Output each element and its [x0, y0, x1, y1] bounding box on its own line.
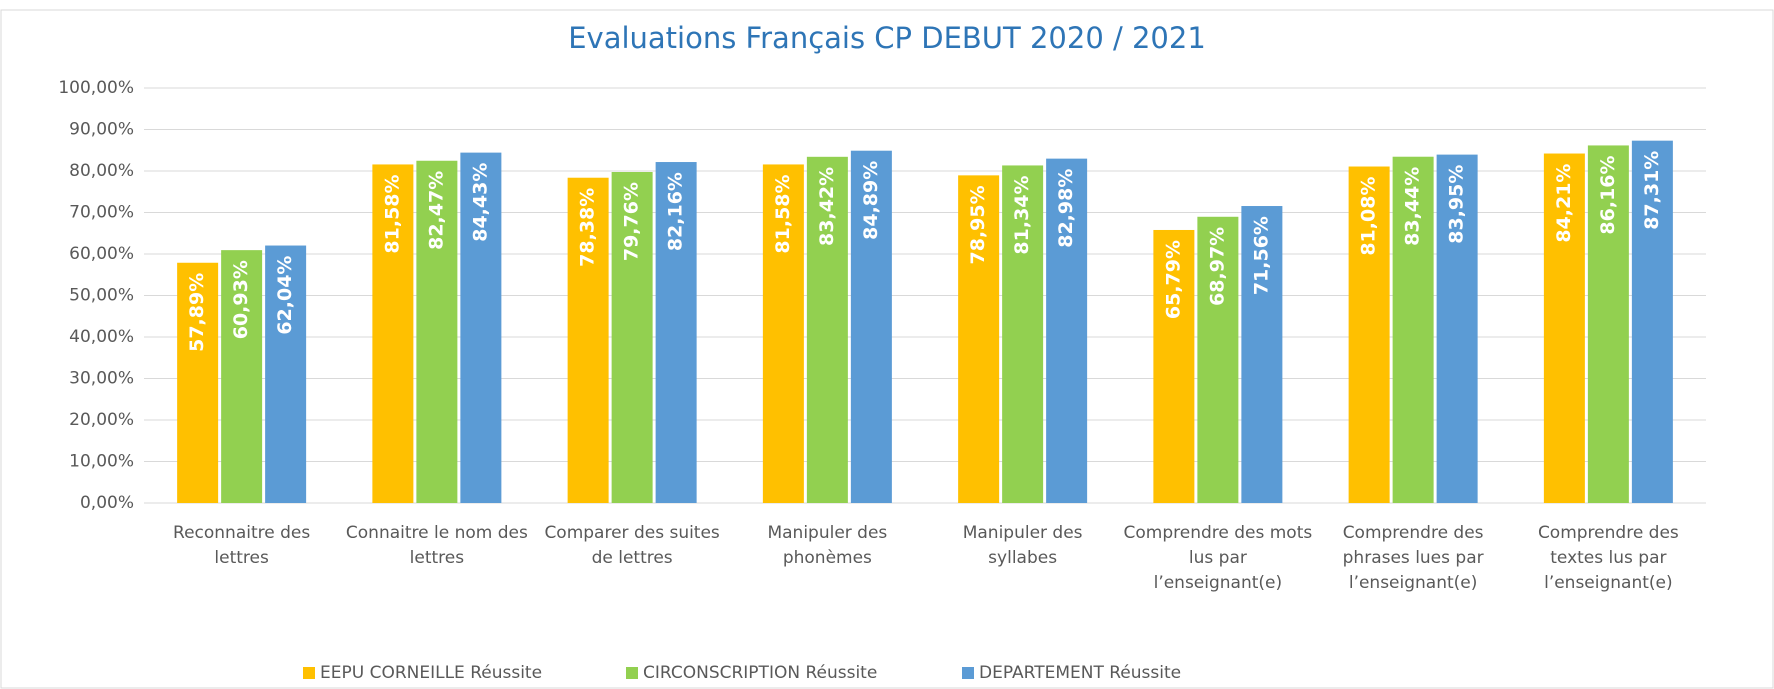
chart-border	[0, 9, 1774, 689]
data-label: 71,56%	[1250, 216, 1272, 295]
y-tick-label: 50,00%	[69, 286, 134, 306]
bar	[958, 175, 1000, 504]
x-tick-label: Connaitre le nom des lettres	[345, 523, 528, 568]
bar	[1241, 206, 1283, 503]
y-tick-label: 70,00%	[69, 203, 134, 223]
x-tick-label: Manipuler des phonèmes	[767, 523, 888, 568]
y-tick-label: 20,00%	[69, 410, 134, 430]
data-label: 68,97%	[1206, 227, 1228, 306]
y-tick-label: 40,00%	[69, 327, 134, 347]
data-label: 81,34%	[1011, 175, 1033, 254]
bar	[1436, 154, 1478, 504]
bar	[655, 162, 697, 503]
chart-title: Evaluations Français CP DEBUT 2020 / 202…	[568, 21, 1206, 55]
y-tick-label: 10,00%	[69, 452, 134, 472]
data-label: 84,43%	[469, 163, 491, 242]
bar	[1348, 166, 1390, 503]
bar	[1543, 153, 1585, 503]
bar	[1002, 165, 1044, 503]
bar	[1197, 216, 1239, 503]
data-label: 83,95%	[1446, 165, 1468, 244]
bar	[1046, 158, 1088, 503]
data-label: 83,42%	[816, 167, 838, 246]
data-label: 86,16%	[1597, 155, 1619, 234]
data-label: 78,38%	[577, 188, 599, 267]
bar	[372, 164, 414, 503]
bar	[1392, 156, 1434, 503]
bar	[567, 177, 609, 503]
data-label: 60,93%	[230, 260, 252, 339]
legend-label: EEPU CORNEILLE Réussite	[320, 663, 542, 683]
bar	[1631, 140, 1673, 503]
data-label: 84,21%	[1553, 164, 1575, 243]
data-label: 81,58%	[381, 174, 403, 253]
bar	[1153, 229, 1195, 503]
x-tick-label: Comprendre des textes lus par l’enseigna…	[1537, 523, 1679, 593]
bar	[177, 262, 219, 503]
x-tick-label: Comprendre des phrases lues par l’enseig…	[1342, 523, 1484, 593]
data-label: 82,98%	[1055, 169, 1077, 248]
legend-swatch	[303, 667, 315, 679]
bar	[1587, 145, 1629, 503]
data-label: 62,04%	[274, 256, 296, 335]
x-tick-label: Comprendre des mots lus par l’enseignant…	[1123, 523, 1313, 593]
data-label: 82,16%	[665, 172, 687, 251]
y-tick-label: 60,00%	[69, 244, 134, 264]
y-tick-label: 30,00%	[69, 369, 134, 389]
legend-swatch	[626, 667, 638, 679]
y-tick-label: 80,00%	[69, 161, 134, 181]
y-tick-label: 90,00%	[69, 120, 134, 140]
data-label: 78,95%	[967, 185, 989, 264]
x-tick-label: Reconnaitre des lettres	[173, 523, 311, 568]
x-tick-label: Comparer des suites de lettres	[544, 523, 720, 568]
data-label: 57,89%	[186, 273, 208, 352]
bar	[265, 245, 307, 503]
y-tick-label: 100,00%	[58, 78, 134, 98]
x-tick-label: Manipuler des syllabes	[962, 523, 1083, 568]
data-label: 83,44%	[1402, 167, 1424, 246]
data-label: 79,76%	[621, 182, 643, 261]
data-label: 81,08%	[1358, 177, 1380, 256]
bar	[806, 156, 848, 503]
legend-label: CIRCONSCRIPTION Réussite	[643, 663, 877, 683]
y-tick-label: 0,00%	[80, 493, 134, 513]
data-label: 87,31%	[1641, 151, 1663, 230]
bar	[221, 250, 263, 503]
data-label: 82,47%	[425, 171, 447, 250]
legend-swatch	[962, 667, 974, 679]
bar	[460, 152, 502, 504]
bar	[611, 171, 653, 503]
bar	[762, 164, 804, 503]
bar	[416, 160, 458, 503]
data-label: 81,58%	[772, 174, 794, 253]
data-label: 84,89%	[860, 161, 882, 240]
legend-label: DEPARTEMENT Réussite	[979, 663, 1181, 683]
data-label: 65,79%	[1162, 240, 1184, 319]
bar	[850, 150, 892, 504]
